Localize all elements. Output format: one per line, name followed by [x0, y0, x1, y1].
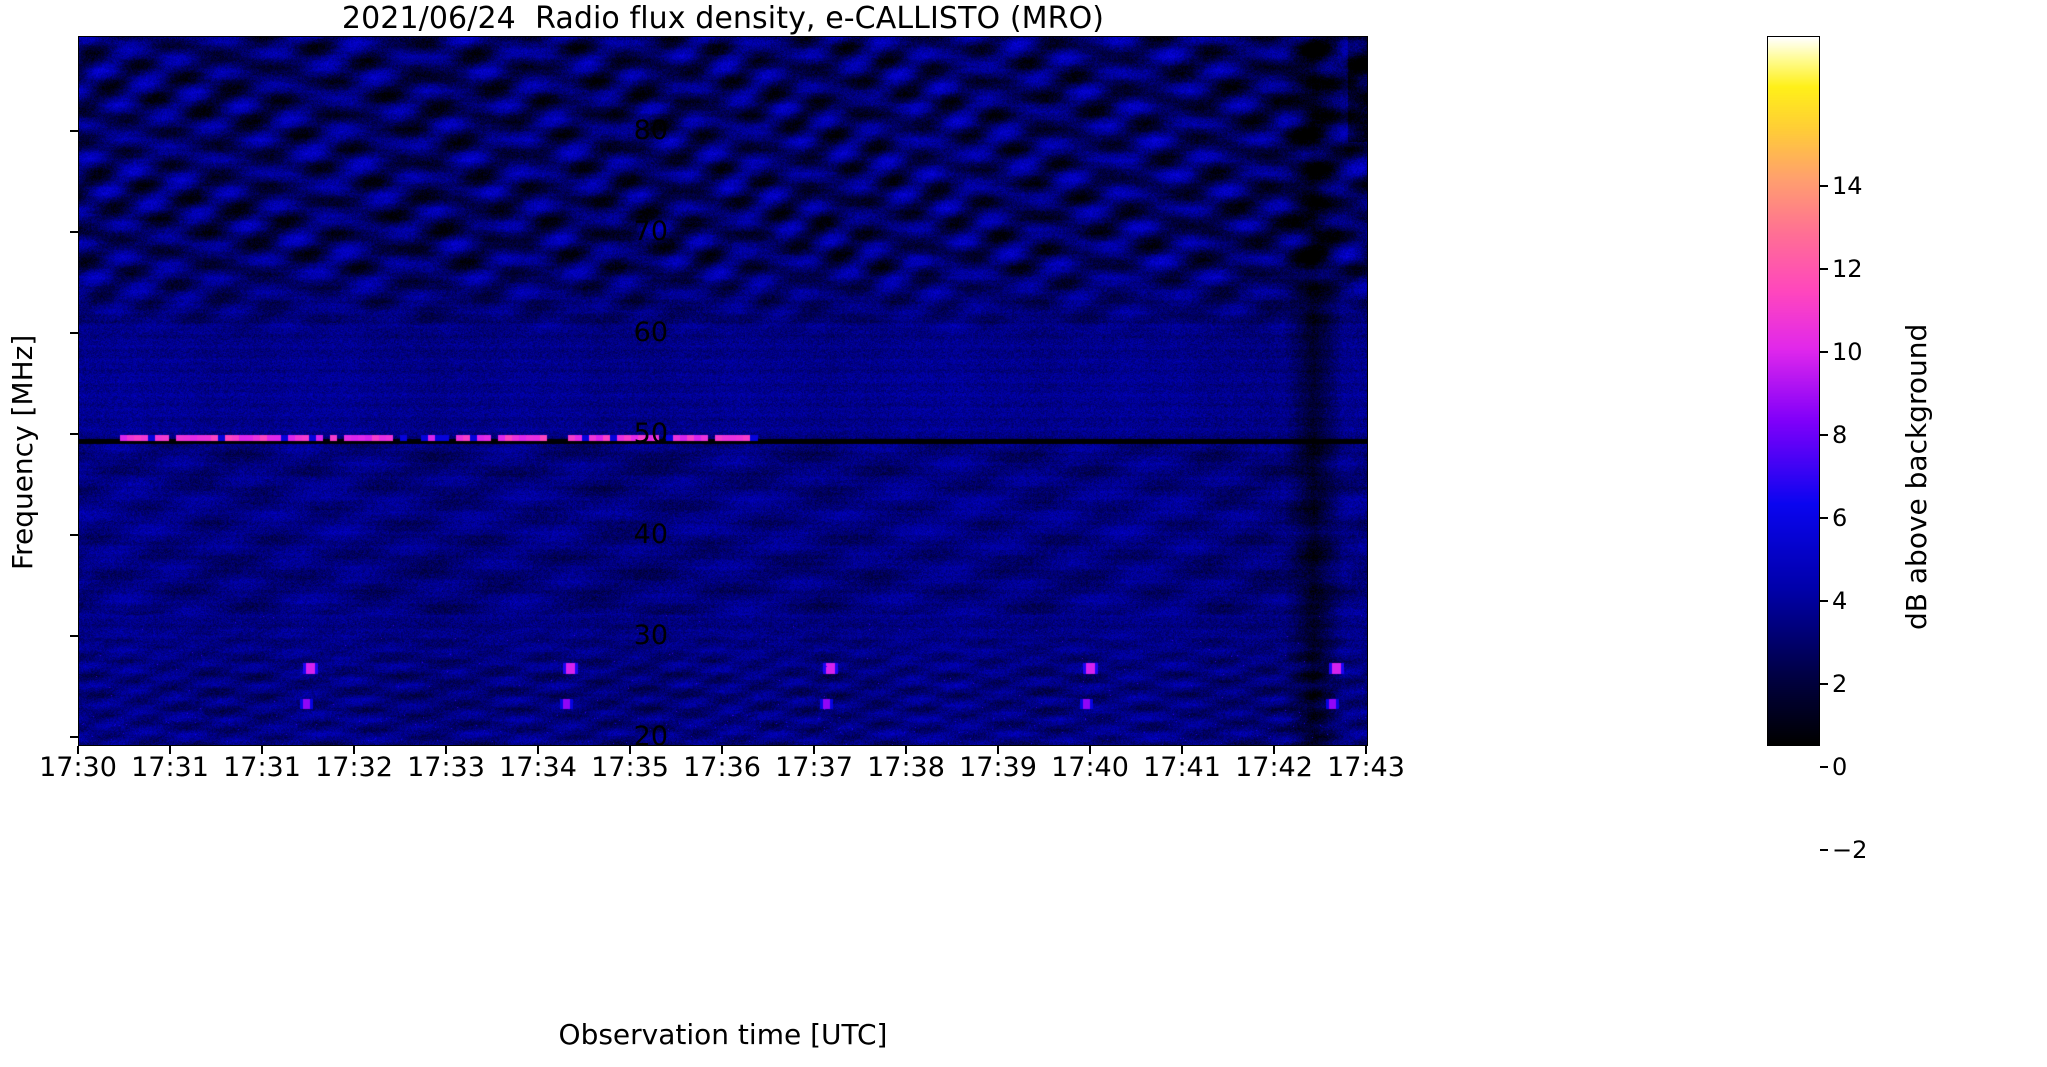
colorbar-tick-label: 4 [1832, 587, 1848, 615]
x-tick-label: 17:39 [959, 752, 1037, 783]
x-tick-label: 17:30 [39, 752, 117, 783]
colorbar-tick-mark [1820, 268, 1828, 270]
x-axis-label: Observation time [UTC] [558, 1018, 888, 1051]
x-tick-mark [1089, 746, 1091, 754]
x-tick-mark [77, 746, 79, 754]
x-tick-label: 17:35 [591, 752, 669, 783]
colorbar-gradient [1768, 37, 1819, 745]
x-tick-mark [721, 746, 723, 754]
y-tick-mark [70, 534, 78, 536]
colorbar-tick-label: 12 [1832, 255, 1863, 283]
x-tick-mark [169, 746, 171, 754]
colorbar-tick-mark [1820, 766, 1828, 768]
colorbar-tick-label: 14 [1832, 172, 1863, 200]
x-tick-label: 17:34 [499, 752, 577, 783]
y-tick-label: 60 [633, 317, 668, 348]
x-tick-mark [353, 746, 355, 754]
colorbar-tick-label: 6 [1832, 504, 1848, 532]
y-tick-label: 50 [633, 418, 668, 449]
colorbar-tick-mark [1820, 683, 1828, 685]
colorbar-tick-mark [1820, 351, 1828, 353]
colorbar-label: dB above background [1900, 323, 1933, 630]
colorbar-tick-label: 0 [1832, 753, 1848, 781]
x-tick-label: 17:31 [131, 752, 209, 783]
x-tick-label: 17:42 [1235, 752, 1313, 783]
x-tick-mark [905, 746, 907, 754]
x-tick-mark [537, 746, 539, 754]
x-tick-label: 17:32 [315, 752, 393, 783]
x-tick-label: 17:36 [683, 752, 761, 783]
y-tick-mark [70, 736, 78, 738]
x-tick-label: 17:37 [775, 752, 853, 783]
y-tick-label: 20 [633, 721, 668, 752]
x-tick-mark [445, 746, 447, 754]
x-tick-mark [1181, 746, 1183, 754]
x-tick-label: 17:43 [1327, 752, 1405, 783]
y-tick-label: 80 [633, 115, 668, 146]
colorbar-tick-label: −2 [1832, 836, 1868, 864]
y-tick-label: 70 [633, 216, 668, 247]
x-tick-mark [813, 746, 815, 754]
chart-title: 2021/06/24 Radio flux density, e-CALLIST… [341, 1, 1105, 36]
x-tick-mark [997, 746, 999, 754]
y-axis-label: Frequency [MHz] [6, 334, 39, 570]
y-tick-mark [70, 130, 78, 132]
y-tick-label: 30 [633, 620, 668, 651]
x-tick-mark [1365, 746, 1367, 754]
y-tick-label: 40 [633, 519, 668, 550]
colorbar-tick-mark [1820, 185, 1828, 187]
x-tick-label: 17:31 [223, 752, 301, 783]
x-tick-label: 17:33 [407, 752, 485, 783]
x-tick-label: 17:40 [1051, 752, 1129, 783]
colorbar-tick-mark [1820, 600, 1828, 602]
x-tick-label: 17:38 [867, 752, 945, 783]
y-tick-mark [70, 433, 78, 435]
colorbar-tick-label: 8 [1832, 421, 1848, 449]
x-tick-mark [261, 746, 263, 754]
colorbar-tick-label: 2 [1832, 670, 1848, 698]
colorbar-tick-mark [1820, 434, 1828, 436]
x-tick-mark [1273, 746, 1275, 754]
spectrogram-canvas [78, 36, 1368, 746]
colorbar-tick-mark [1820, 849, 1828, 851]
x-tick-label: 17:41 [1143, 752, 1221, 783]
x-tick-mark [629, 746, 631, 754]
colorbar-tick-mark [1820, 517, 1828, 519]
y-tick-mark [70, 635, 78, 637]
y-tick-mark [70, 332, 78, 334]
y-tick-mark [70, 231, 78, 233]
spectrogram-plot [78, 36, 1368, 746]
colorbar [1767, 36, 1820, 746]
colorbar-tick-label: 10 [1832, 338, 1863, 366]
